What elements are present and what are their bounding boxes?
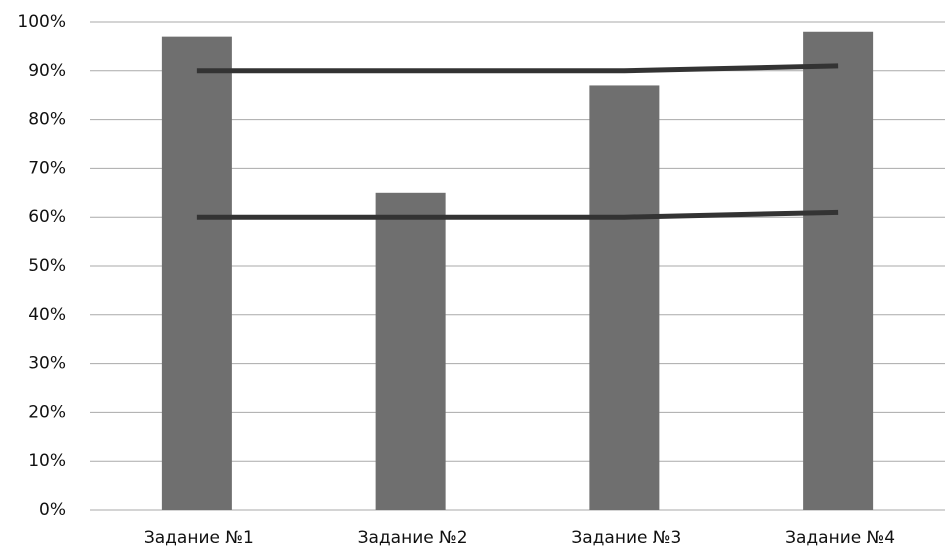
y-tick-label: 90% <box>28 61 66 81</box>
bar <box>161 36 232 510</box>
y-tick-label: 60% <box>28 207 66 227</box>
line-series <box>196 209 839 220</box>
x-tick-label: Задание №2 <box>358 528 468 548</box>
y-tick-label: 70% <box>28 158 66 178</box>
y-tick-label: 100% <box>17 12 66 32</box>
y-tick-label: 80% <box>28 110 66 130</box>
y-tick-label: 10% <box>28 451 66 471</box>
x-tick-label: Задание №3 <box>571 528 681 548</box>
y-tick-label: 20% <box>28 402 66 422</box>
bar <box>375 192 446 511</box>
x-tick-label: Задание №4 <box>785 528 895 548</box>
line-series <box>196 63 839 74</box>
y-tick-label: 40% <box>28 305 66 325</box>
bar <box>589 85 660 510</box>
y-tick-label: 50% <box>28 256 66 276</box>
y-tick-label: 0% <box>39 500 66 520</box>
y-tick-label: 30% <box>28 354 66 374</box>
x-tick-label: Задание №1 <box>144 528 254 548</box>
bar <box>803 31 874 510</box>
